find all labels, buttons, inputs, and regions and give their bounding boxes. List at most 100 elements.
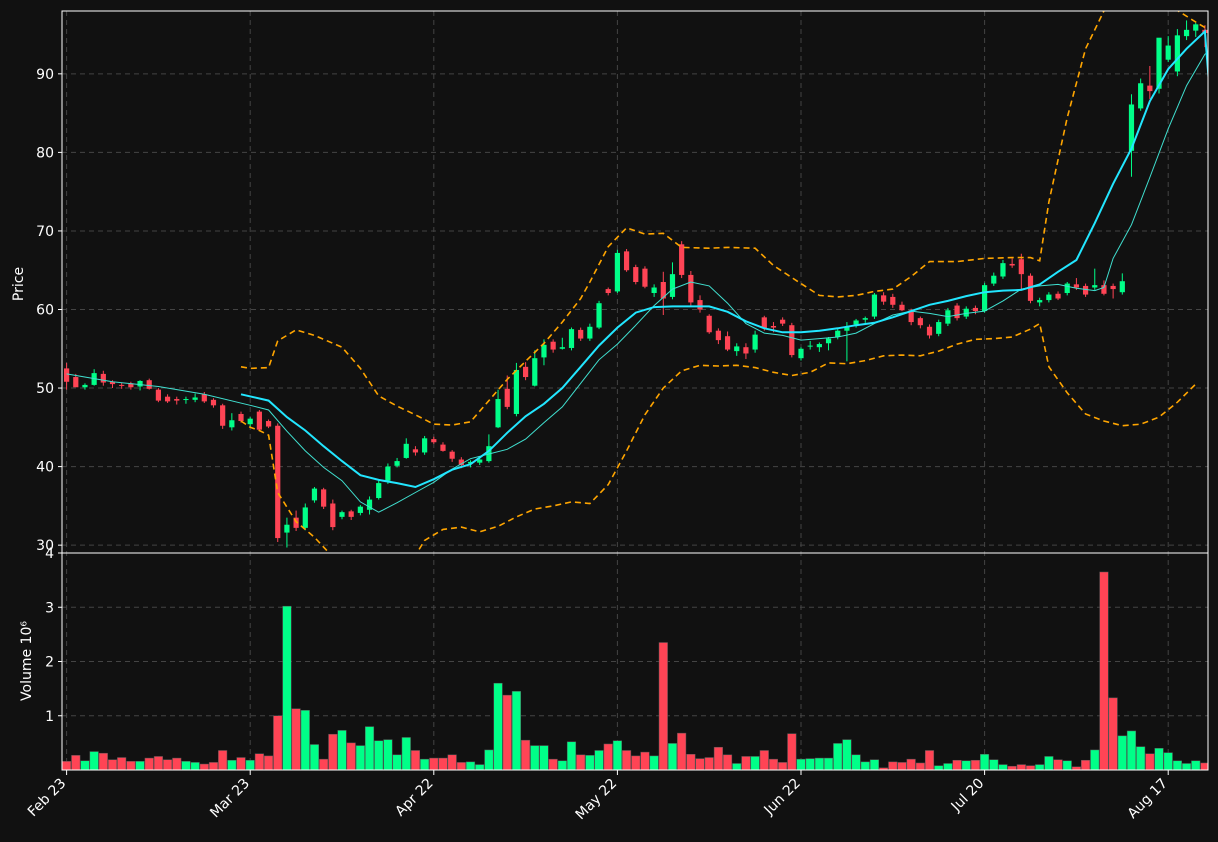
candle-body (1046, 294, 1052, 301)
volume-bar (557, 760, 567, 770)
candle-body (881, 295, 887, 302)
volume-panel-frame (61, 552, 1209, 771)
volume-bar (768, 758, 779, 770)
candle-body (422, 438, 428, 453)
volume-bar (704, 757, 714, 770)
volume-bar (787, 733, 797, 770)
volume-bar (135, 761, 145, 770)
candle-body (541, 344, 547, 358)
volume-bar (915, 762, 925, 770)
volume-bar (1081, 759, 1091, 770)
volume-bar (658, 642, 668, 770)
candle-body (458, 459, 464, 466)
volume-bar (649, 755, 659, 770)
volume-bar (1163, 752, 1173, 770)
candle-body (816, 344, 822, 348)
volume-bar (677, 732, 687, 770)
candle-body (825, 338, 832, 344)
candle-body (926, 326, 933, 336)
volume-bar (117, 757, 127, 770)
volume-bar (309, 744, 320, 770)
candle-body (348, 511, 354, 517)
candle-body (504, 388, 510, 407)
volume-bar (502, 694, 512, 770)
volume-bar (218, 750, 228, 770)
volume-bar (833, 743, 843, 770)
candle-body (1055, 293, 1061, 299)
volume-bar (254, 753, 264, 770)
candle-body (477, 459, 483, 463)
volume-bar (328, 733, 338, 770)
volume-bar (163, 759, 173, 770)
volume-bar (823, 757, 834, 770)
volume-bar (107, 759, 118, 770)
candle-body (614, 252, 620, 292)
volume-bar (429, 757, 439, 770)
volume-bar (172, 757, 182, 770)
candle-body (862, 318, 868, 320)
candle-body (550, 341, 556, 350)
fast-moving-average-line (66, 51, 1208, 513)
candle-body (734, 346, 740, 352)
candle-body (715, 330, 721, 341)
candle-body (1110, 285, 1116, 290)
candle-body (752, 334, 758, 350)
volume-bar (906, 758, 916, 770)
candle-body (899, 304, 905, 311)
candle-body (403, 443, 409, 458)
candle-body (449, 451, 455, 459)
candle-body (1000, 263, 1006, 277)
candle-body (513, 369, 520, 414)
volume-bar (401, 737, 411, 770)
candle-body (1165, 45, 1171, 60)
volume-bar (208, 762, 219, 770)
candle-body (128, 383, 134, 388)
candle-body (660, 282, 666, 299)
candlesticks (64, 20, 1208, 548)
volume-bar (89, 751, 99, 770)
candle-body (1156, 37, 1162, 89)
volume-bar (1126, 730, 1137, 770)
volume-bar (1099, 571, 1109, 770)
volume-bar (695, 758, 705, 770)
candle-body (1073, 284, 1079, 288)
candle-body (587, 326, 593, 339)
volume-bar (989, 759, 999, 770)
volume-bar (1191, 760, 1201, 770)
indicator-lines (66, 11, 1208, 553)
volume-bar (603, 743, 613, 770)
candle-body (284, 524, 290, 533)
candle-body (1037, 300, 1043, 303)
candle-body (321, 489, 327, 507)
volume-bar (273, 715, 283, 770)
candle-body (669, 274, 676, 297)
volume-bar (199, 763, 209, 770)
volume-bar (1200, 762, 1208, 770)
candle-body (1174, 35, 1180, 72)
price-tick-label: 50 (36, 381, 54, 397)
candle-body (1147, 85, 1153, 92)
candle-body (835, 330, 841, 337)
candle-body (743, 347, 749, 354)
volume-bar (62, 761, 72, 770)
volume-bar (732, 763, 742, 770)
volume-bar (1035, 764, 1045, 770)
candle-body (688, 274, 694, 303)
volume-bar (511, 691, 521, 770)
volume-tick-label: 2 (45, 655, 54, 671)
volume-bar (622, 750, 632, 770)
candle-body (64, 368, 70, 382)
volume-bar (1145, 753, 1155, 770)
candle-body (137, 380, 143, 387)
volume-bar (842, 739, 852, 770)
candle-body (238, 413, 244, 422)
candle-body (1018, 259, 1024, 275)
volume-bar (943, 763, 953, 770)
candle-body (339, 512, 345, 517)
volume-bar (71, 755, 81, 770)
candle-body (109, 381, 116, 385)
candle-body (559, 347, 565, 349)
volume-bar (576, 754, 586, 770)
candle-body (972, 307, 979, 312)
